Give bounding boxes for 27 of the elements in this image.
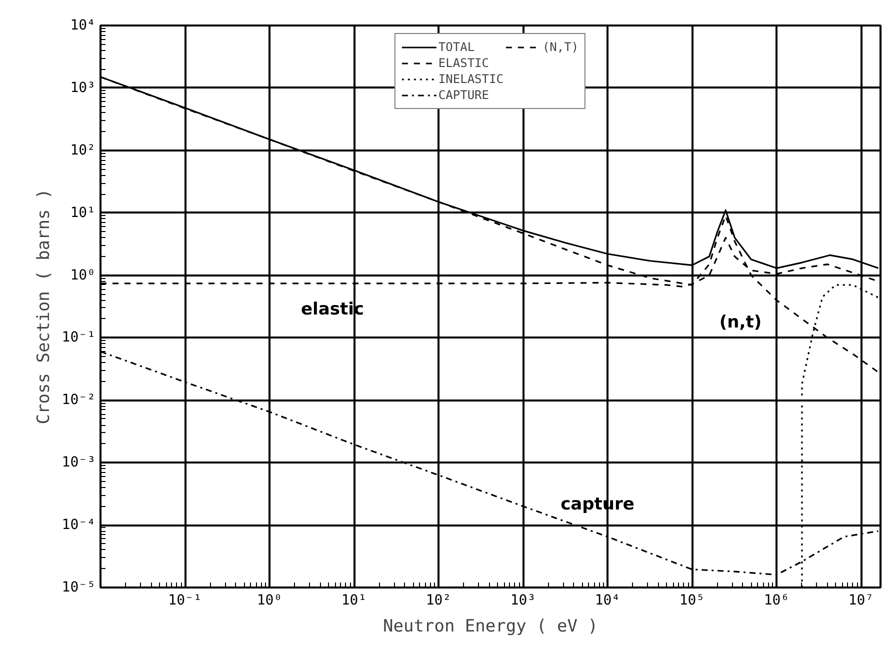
y-tick-label: 10⁻³ (62, 454, 96, 471)
annotation: (n,t) (719, 312, 762, 332)
x-tick-label: 10³ (510, 592, 536, 608)
y-tick-label: 10⁻¹ (62, 330, 96, 346)
x-tick-label: 10⁵ (679, 592, 705, 608)
x-tick-label: 10⁷ (848, 592, 874, 608)
x-tick-label: 10¹ (341, 592, 367, 608)
y-tick-label: 10⁻² (62, 392, 96, 408)
legend-label: ELASTIC (438, 56, 489, 70)
x-axis-title: Neutron Energy ( eV ) (383, 616, 598, 636)
y-tick-label: 10³ (70, 80, 96, 96)
x-tick-label: 10⁰ (256, 592, 282, 608)
y-tick-label: 10⁰ (70, 267, 96, 284)
y-tick-label: 10⁻⁴ (62, 517, 96, 534)
y-axis-title: Cross Section ( barns ) (34, 188, 54, 424)
y-tick-label: 10² (70, 142, 96, 158)
x-tick-label: 10⁻¹ (168, 592, 202, 608)
x-tick-label: 10⁶ (764, 592, 790, 608)
x-tick-label: 10² (426, 592, 452, 608)
legend-label: (N,T) (542, 40, 579, 54)
x-tick-label: 10⁴ (594, 592, 620, 608)
y-tick-label: 10⁴ (70, 18, 96, 34)
legend-label: CAPTURE (438, 88, 489, 102)
y-tick-label: 10¹ (70, 204, 96, 221)
legend-label: TOTAL (438, 40, 475, 54)
legend-label: INELASTIC (438, 72, 504, 86)
y-tick-label: 10⁻⁵ (62, 580, 96, 596)
